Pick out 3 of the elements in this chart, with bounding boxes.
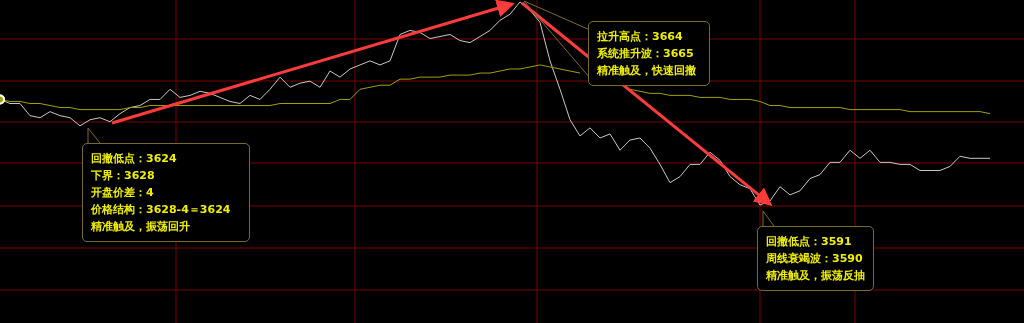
text: 回撤低点：3591 周线衰竭波：3590 精准触及，振荡反抽 (757, 226, 874, 291)
annotation: 回撤低点：3624 下界：3628 开盘价差：4 价格结构：3628-4＝3624 精准触及，振荡回升 (82, 143, 250, 242)
annotation: 拉升高点：3664 系统推升波：3665 精准触及，快速回撤 (588, 21, 710, 86)
